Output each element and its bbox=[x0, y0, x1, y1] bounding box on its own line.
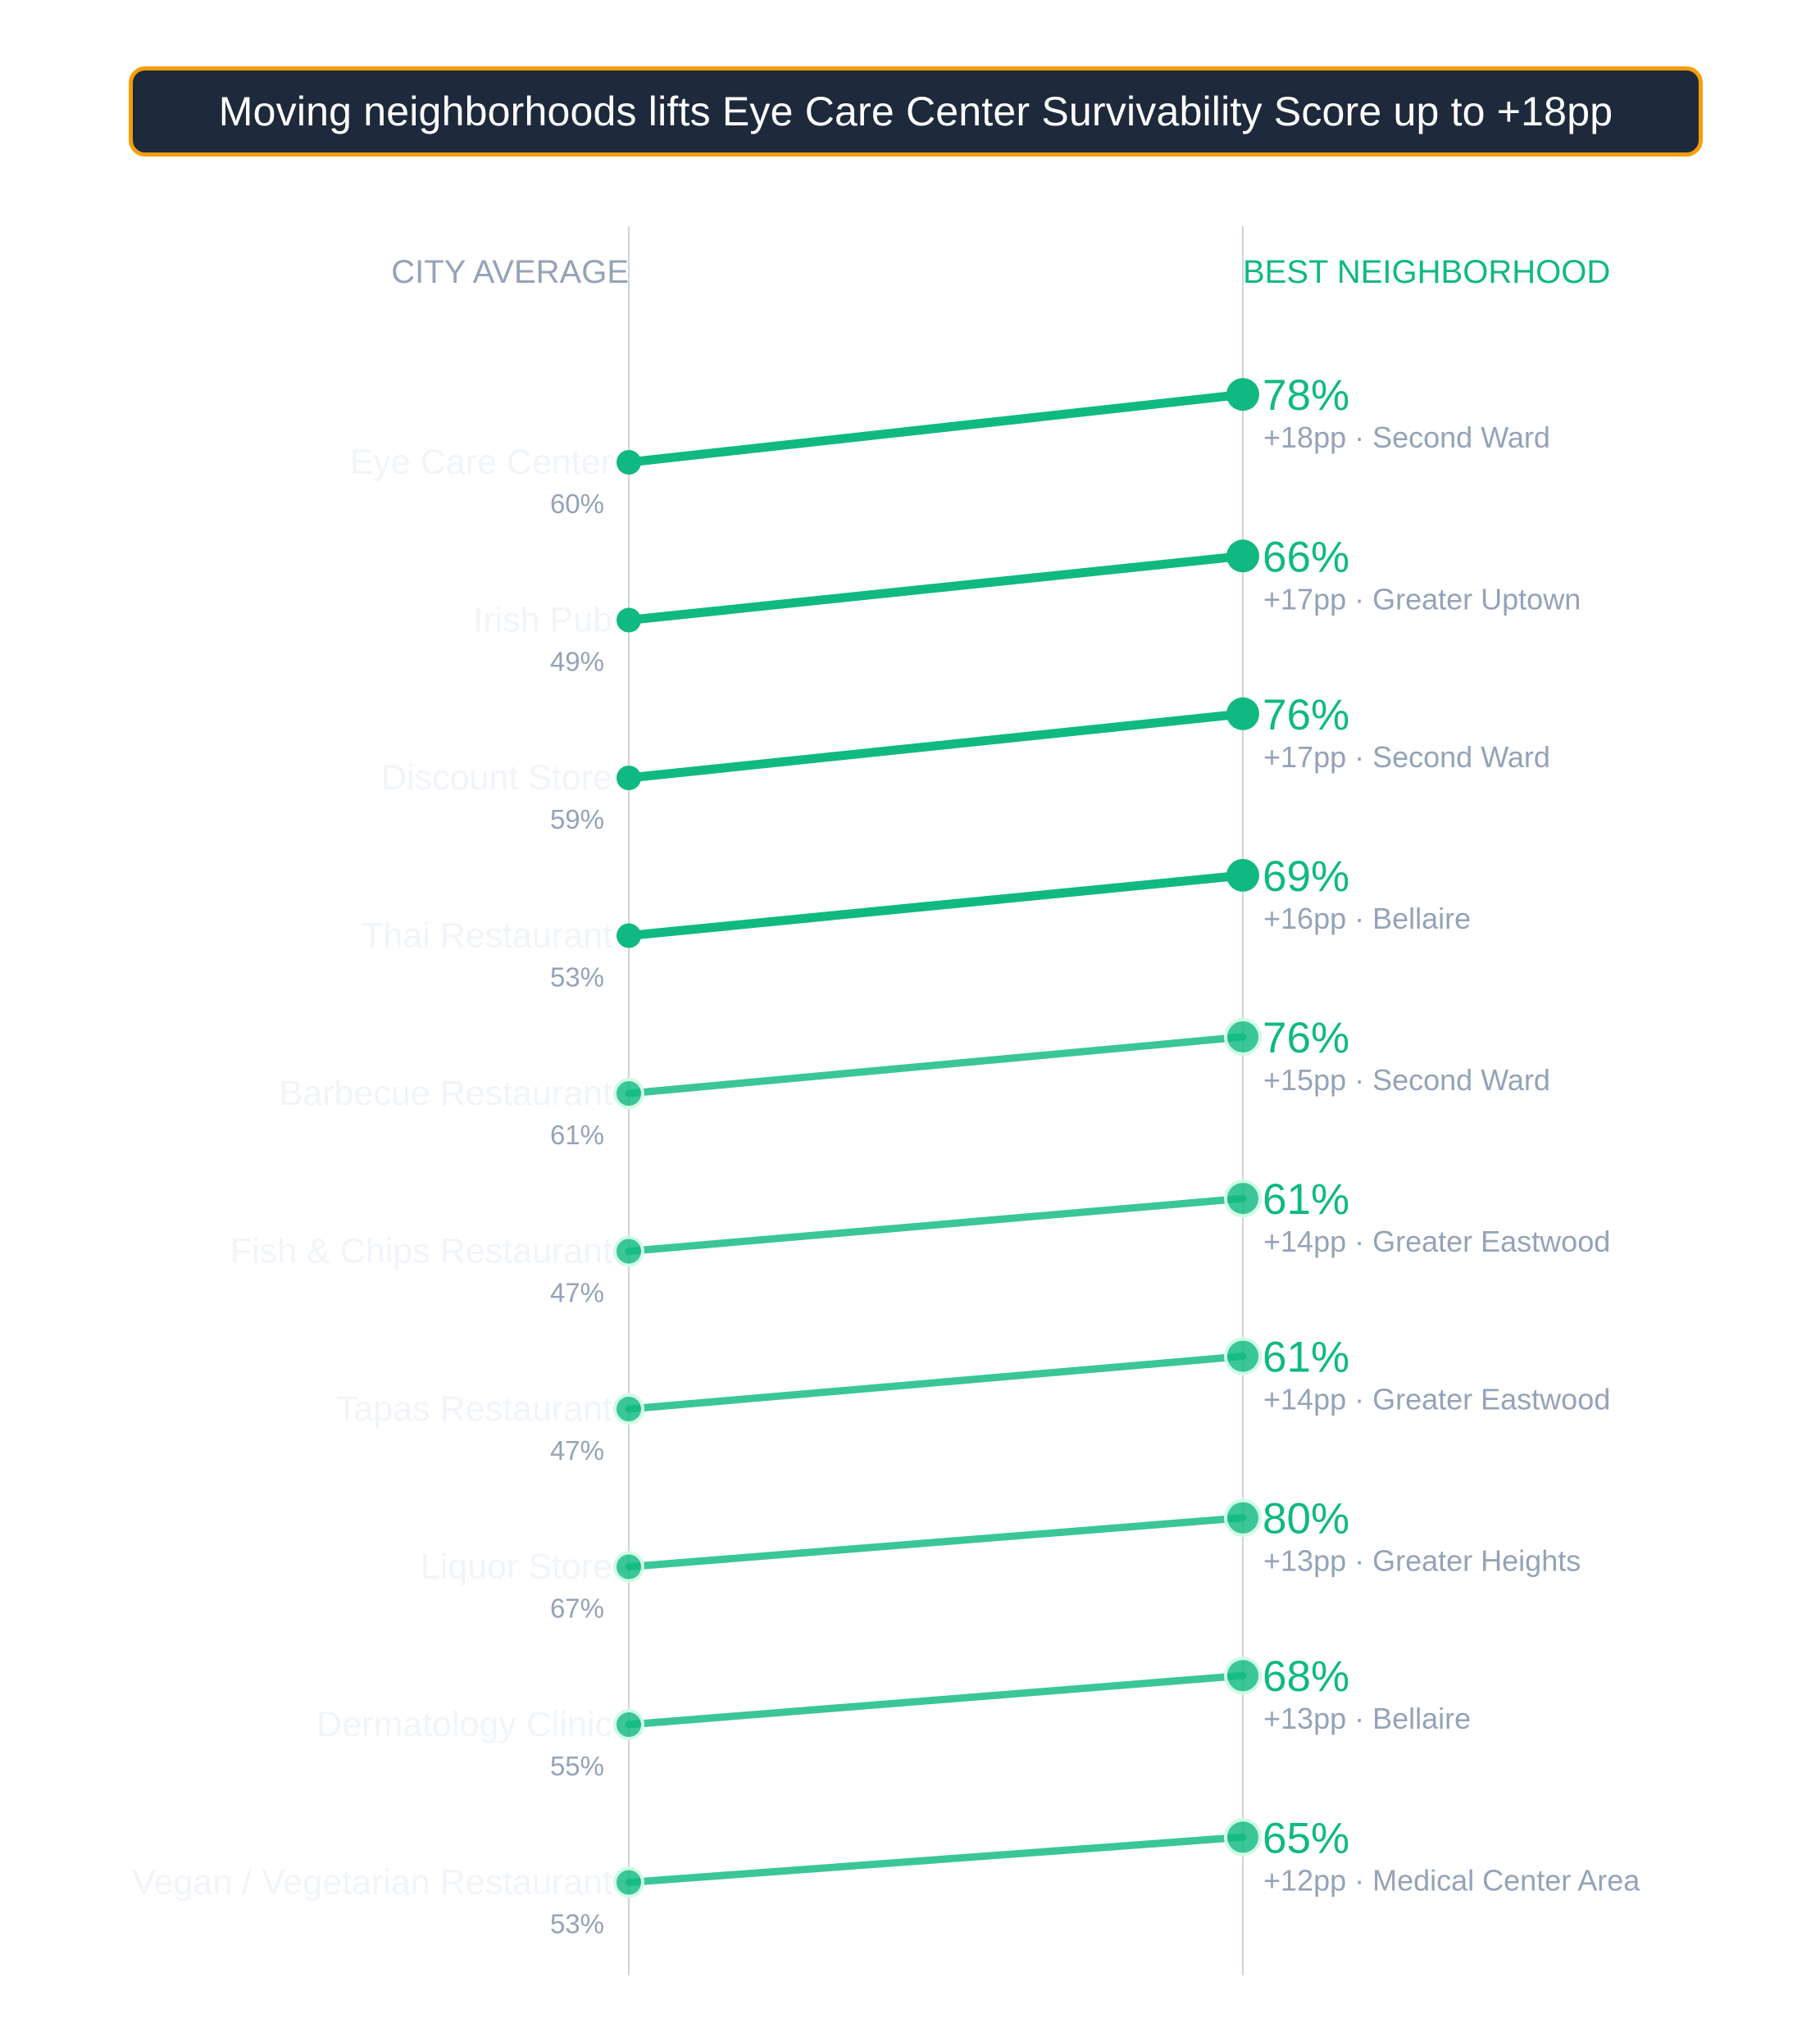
best-neighborhood-value: 76% bbox=[1263, 691, 1349, 739]
city-average-point bbox=[617, 607, 641, 633]
category-label: Discount Store bbox=[381, 758, 612, 798]
category-label: Tapas Restaurant bbox=[336, 1389, 612, 1429]
chart-title-box: Moving neighborhoods lifts Eye Care Cent… bbox=[129, 66, 1703, 157]
category-label: Fish & Chips Restaurant bbox=[230, 1232, 612, 1271]
city-average-header: CITY AVERAGE bbox=[391, 254, 629, 290]
city-average-point bbox=[617, 923, 641, 948]
best-neighborhood-point bbox=[1226, 378, 1259, 411]
delta-neighborhood-label: +13pp · Greater Heights bbox=[1263, 1544, 1581, 1578]
delta-neighborhood-label: +17pp · Greater Uptown bbox=[1263, 582, 1581, 616]
delta-neighborhood-label: +14pp · Greater Eastwood bbox=[1263, 1383, 1610, 1416]
city-average-value: 47% bbox=[550, 1278, 604, 1308]
best-neighborhood-point bbox=[1226, 539, 1259, 573]
city-average-point bbox=[617, 766, 641, 790]
slope-line bbox=[625, 1514, 1247, 1571]
best-neighborhood-point bbox=[1224, 1337, 1262, 1375]
delta-neighborhood-label: +17pp · Second Ward bbox=[1263, 740, 1550, 774]
best-neighborhood-point bbox=[1224, 1657, 1262, 1695]
city-average-value: 60% bbox=[550, 489, 604, 519]
best-neighborhood-value: 78% bbox=[1263, 371, 1349, 420]
city-average-point bbox=[613, 1709, 644, 1740]
best-neighborhood-point bbox=[1224, 1018, 1262, 1056]
best-neighborhood-value: 68% bbox=[1263, 1652, 1349, 1701]
delta-neighborhood-label: +14pp · Greater Eastwood bbox=[1263, 1225, 1610, 1258]
city-average-point bbox=[613, 1078, 644, 1109]
chart-title: Moving neighborhoods lifts Eye Care Cent… bbox=[218, 89, 1613, 134]
delta-neighborhood-label: +18pp · Second Ward bbox=[1263, 420, 1550, 454]
slope-line bbox=[625, 1671, 1247, 1729]
slope-line bbox=[625, 1833, 1247, 1886]
slope-line bbox=[624, 389, 1248, 467]
slope-line bbox=[625, 1352, 1247, 1413]
category-label: Irish Pub bbox=[473, 601, 612, 640]
city-average-point bbox=[613, 1551, 644, 1583]
city-average-point bbox=[617, 450, 641, 475]
city-average-value: 55% bbox=[550, 1751, 604, 1781]
best-neighborhood-point bbox=[1224, 1818, 1262, 1857]
best-neighborhood-point bbox=[1226, 697, 1259, 730]
category-label: Liquor Store bbox=[421, 1548, 612, 1587]
slope-line bbox=[624, 870, 1248, 940]
city-average-value: 59% bbox=[550, 804, 604, 834]
delta-neighborhood-label: +16pp · Bellaire bbox=[1263, 902, 1471, 935]
city-average-point bbox=[613, 1393, 644, 1425]
city-average-value: 47% bbox=[550, 1435, 604, 1466]
best-neighborhood-value: 66% bbox=[1263, 533, 1349, 581]
category-label: Vegan / Vegetarian Restaurant bbox=[132, 1863, 612, 1902]
city-average-value: 61% bbox=[550, 1120, 604, 1150]
city-average-point bbox=[613, 1866, 644, 1898]
slope-line bbox=[625, 1194, 1247, 1255]
best-neighborhood-point bbox=[1224, 1180, 1262, 1218]
city-average-value: 49% bbox=[550, 647, 604, 677]
delta-neighborhood-label: +12pp · Medical Center Area bbox=[1263, 1863, 1640, 1897]
slope-line bbox=[625, 1033, 1247, 1098]
best-neighborhood-value: 61% bbox=[1263, 1334, 1349, 1382]
category-label: Dermatology Clinic bbox=[316, 1705, 612, 1744]
best-neighborhood-value: 76% bbox=[1263, 1014, 1349, 1062]
slope-line bbox=[624, 551, 1248, 625]
city-average-point bbox=[613, 1235, 644, 1267]
category-label: Barbecue Restaurant bbox=[280, 1074, 612, 1113]
best-neighborhood-value: 80% bbox=[1263, 1495, 1349, 1543]
slope-line bbox=[624, 709, 1248, 783]
best-neighborhood-value: 65% bbox=[1263, 1814, 1349, 1862]
category-label: Eye Care Center bbox=[350, 443, 612, 482]
slope-rows: Eye Care Center 60% 78%+18pp · Second Ward… bbox=[132, 371, 1640, 1939]
best-neighborhood-header: BEST NEIGHBORHOOD bbox=[1243, 254, 1610, 290]
best-neighborhood-value: 69% bbox=[1263, 852, 1349, 901]
city-average-value: 67% bbox=[550, 1593, 604, 1624]
best-neighborhood-point bbox=[1226, 858, 1259, 892]
best-neighborhood-point bbox=[1224, 1498, 1262, 1537]
city-average-value: 53% bbox=[550, 962, 604, 993]
city-average-value: 53% bbox=[550, 1909, 604, 1939]
best-neighborhood-value: 61% bbox=[1263, 1175, 1349, 1224]
delta-neighborhood-label: +13pp · Bellaire bbox=[1263, 1702, 1471, 1735]
category-label: Thai Restaurant bbox=[362, 916, 612, 956]
delta-neighborhood-label: +15pp · Second Ward bbox=[1263, 1063, 1550, 1097]
